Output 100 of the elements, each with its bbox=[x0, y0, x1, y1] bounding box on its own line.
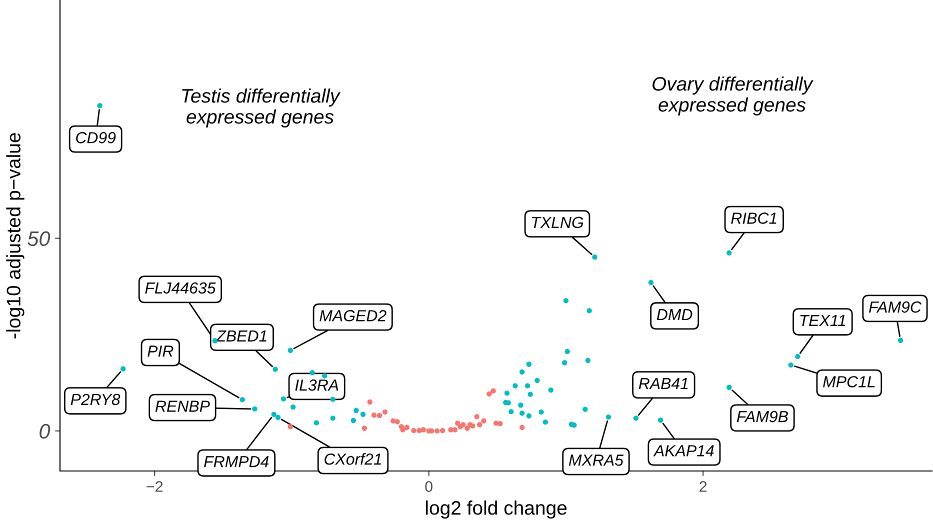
point bbox=[280, 396, 286, 402]
annotation: MPC1L bbox=[823, 376, 875, 388]
point bbox=[275, 414, 281, 420]
annotation: TEX11 bbox=[800, 314, 846, 326]
point bbox=[97, 103, 102, 108]
point bbox=[648, 280, 654, 286]
annotation: IL3RA bbox=[295, 379, 338, 391]
annotation: P2RY8 bbox=[70, 394, 120, 406]
point bbox=[271, 412, 276, 417]
annotation: PIR bbox=[148, 346, 174, 357]
point bbox=[585, 358, 590, 364]
point bbox=[455, 420, 460, 426]
point bbox=[240, 397, 245, 402]
annotation: DMD bbox=[656, 309, 692, 320]
point bbox=[564, 348, 570, 354]
point bbox=[524, 383, 530, 388]
point bbox=[376, 412, 382, 418]
annotation: FAM9B bbox=[736, 410, 788, 422]
point bbox=[582, 406, 588, 412]
point bbox=[508, 409, 514, 414]
x-tick-label: 0 bbox=[425, 481, 432, 492]
x-tick-label: 2 bbox=[700, 481, 707, 492]
point bbox=[519, 410, 525, 416]
point bbox=[606, 414, 612, 420]
point bbox=[548, 387, 554, 393]
point bbox=[420, 427, 426, 432]
point bbox=[350, 418, 356, 424]
point bbox=[518, 402, 524, 408]
annotation: CXorf21 bbox=[324, 453, 381, 465]
point bbox=[404, 424, 410, 430]
point bbox=[538, 409, 544, 415]
point bbox=[460, 422, 466, 428]
point bbox=[411, 428, 416, 434]
point bbox=[481, 418, 486, 424]
point bbox=[382, 409, 388, 415]
point bbox=[330, 416, 336, 421]
point bbox=[322, 373, 328, 378]
point bbox=[394, 419, 400, 424]
point bbox=[519, 369, 525, 375]
point bbox=[562, 360, 568, 366]
point bbox=[519, 424, 525, 430]
point bbox=[470, 423, 476, 429]
annotation: FRMPD4 bbox=[204, 456, 269, 468]
annotation: RIBC1 bbox=[731, 212, 776, 224]
point bbox=[658, 418, 664, 423]
annotation: ZBED1 bbox=[216, 330, 266, 342]
point bbox=[452, 427, 458, 432]
point bbox=[474, 414, 480, 420]
point bbox=[434, 428, 440, 434]
annotation: RENBP bbox=[155, 400, 210, 412]
point bbox=[633, 416, 638, 421]
point bbox=[367, 399, 372, 405]
point bbox=[542, 419, 548, 425]
point bbox=[898, 338, 904, 343]
point bbox=[360, 412, 366, 417]
x-axis-title: log2 fold change bbox=[426, 500, 567, 519]
annotation: FAM9C bbox=[868, 301, 922, 313]
point bbox=[120, 366, 126, 372]
point bbox=[572, 422, 577, 428]
point bbox=[252, 406, 258, 412]
point bbox=[504, 390, 510, 396]
point bbox=[290, 404, 296, 410]
point bbox=[371, 412, 377, 418]
y-axis-title: -log10 adjusted p−value bbox=[6, 133, 24, 338]
point bbox=[512, 383, 518, 388]
annotation: FLJ44635 bbox=[145, 282, 216, 294]
point bbox=[272, 366, 278, 372]
point bbox=[400, 427, 406, 432]
point bbox=[330, 396, 336, 402]
point bbox=[362, 426, 367, 431]
point bbox=[586, 308, 592, 314]
annotation: CD99 bbox=[76, 132, 116, 144]
point bbox=[795, 354, 800, 360]
annotation: Ovary differentially expressed genes bbox=[652, 76, 814, 116]
point bbox=[440, 428, 446, 434]
point bbox=[310, 370, 315, 376]
point bbox=[526, 362, 532, 367]
annotation: MAGED2 bbox=[320, 310, 386, 322]
annotation: RAB41 bbox=[638, 378, 688, 390]
point bbox=[726, 384, 732, 390]
point bbox=[563, 298, 569, 304]
annotation: Testis differentially expressed genes bbox=[182, 88, 341, 128]
point bbox=[534, 378, 540, 384]
point bbox=[788, 362, 794, 368]
point bbox=[526, 413, 532, 418]
annotation: MXRA5 bbox=[568, 454, 624, 466]
point bbox=[490, 388, 496, 394]
point bbox=[528, 392, 533, 397]
point bbox=[592, 254, 598, 260]
point bbox=[464, 426, 470, 431]
y-tick-label: 50 bbox=[28, 231, 50, 246]
point bbox=[288, 348, 293, 353]
point bbox=[448, 427, 454, 432]
annotation: TXLNG bbox=[532, 216, 584, 228]
point bbox=[476, 422, 482, 428]
point bbox=[314, 420, 320, 426]
point bbox=[726, 250, 732, 256]
point bbox=[498, 421, 503, 426]
x-tick-label: −2 bbox=[146, 481, 163, 492]
point bbox=[288, 424, 293, 430]
